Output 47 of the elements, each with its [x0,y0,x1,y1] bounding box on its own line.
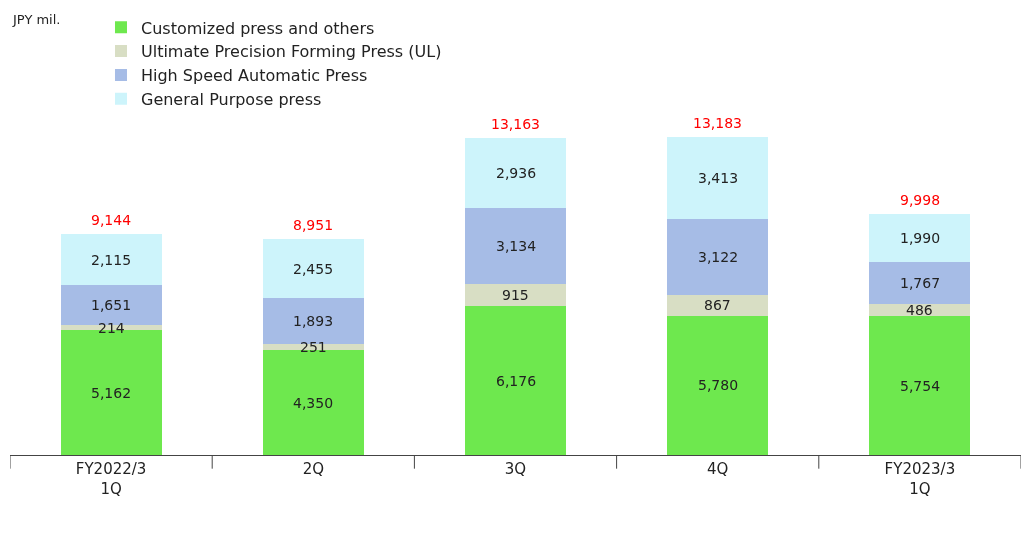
bar [667,315,769,455]
bar [464,137,567,209]
bar [60,234,162,286]
data-label: 5,780 [698,377,739,393]
data-label: 1,990 [900,230,941,246]
bar [464,283,567,307]
data-label: 3,413 [698,170,739,186]
legend-label: Customized press and others [140,18,375,38]
data-label: 6,176 [496,373,537,389]
bar [262,239,364,299]
bar [464,306,567,455]
data-label: 1,893 [293,313,334,329]
data-label: 2,936 [496,165,537,181]
text: JPY mil. [12,12,61,27]
total-label: 9,144 [91,212,132,228]
bar [262,350,364,455]
x-tick-label: 2Q [302,460,324,478]
bar [667,294,769,316]
data-label: 3,134 [496,238,537,254]
x-tick-label: 4Q [707,460,729,478]
bar [464,208,567,284]
data-label: 4,350 [293,395,334,411]
data-label: 3,122 [698,249,739,265]
data-label: 486 [906,302,933,318]
bar [869,261,971,305]
total-label: 8,951 [293,217,334,233]
x-tick-label: 3Q [504,460,527,478]
total-label: 9,998 [900,192,941,208]
bar [869,213,971,262]
data-label: 915 [502,287,529,303]
bar [869,316,971,455]
data-label: 5,754 [900,378,941,394]
legend-label: High Speed Automatic Press [140,66,368,86]
data-label: 2,115 [91,252,132,268]
data-label: 2,455 [293,261,334,277]
total-label: 13,183 [693,115,742,131]
x-tick-label: FY2023/3 1Q [884,460,956,498]
data-label: 1,651 [91,297,132,313]
legend-label: General Purpose press [140,89,322,109]
bar [667,137,769,220]
total-label: 13,163 [491,116,540,132]
x-tick-label: FY2022/3 1Q [75,460,147,498]
data-label: 867 [704,297,731,313]
bar [667,219,769,295]
data-label: 5,162 [91,385,132,401]
data-label: 1,767 [900,275,941,291]
legend-label: Ultimate Precision Forming Press (UL) [140,42,442,62]
